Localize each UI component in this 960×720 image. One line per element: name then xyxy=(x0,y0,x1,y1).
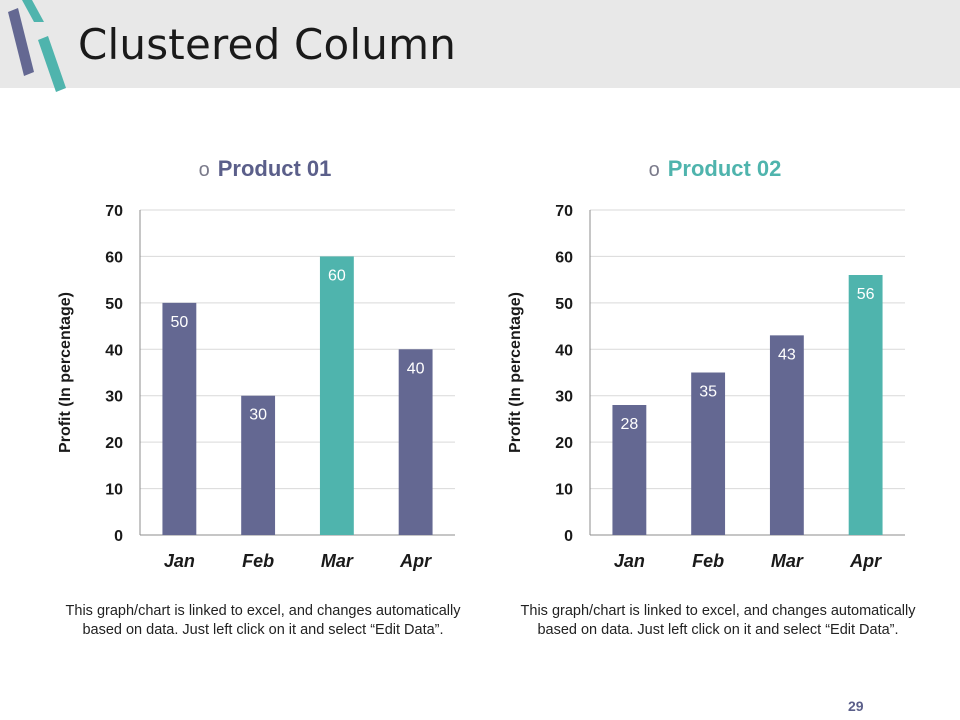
data-label: 43 xyxy=(778,346,796,363)
x-tick-label: Feb xyxy=(692,551,724,571)
x-tick-label: Apr xyxy=(399,551,432,571)
chart-caption: This graph/chart is linked to excel, and… xyxy=(520,603,916,638)
decorative-slashes-icon xyxy=(8,0,66,92)
y-tick-label: 20 xyxy=(555,435,573,452)
x-tick-label: Mar xyxy=(771,551,804,571)
y-tick-label: 50 xyxy=(105,296,123,313)
bar xyxy=(398,349,433,535)
y-tick-label: 0 xyxy=(564,528,573,545)
bar xyxy=(162,302,197,535)
bar xyxy=(691,372,726,535)
x-tick-label: Feb xyxy=(242,551,274,571)
y-tick-label: 40 xyxy=(105,342,123,359)
data-label: 56 xyxy=(857,286,875,303)
x-tick-label: Jan xyxy=(614,551,645,571)
y-tick-label: 30 xyxy=(105,389,123,406)
data-label: 40 xyxy=(407,360,425,377)
bullet-icon: o xyxy=(648,159,660,181)
chart-title: o Product 02 xyxy=(490,156,940,182)
bar xyxy=(848,275,883,535)
y-axis-title: Profit (In percentage) xyxy=(507,292,524,453)
chart-product-02[interactable]: o Product 02 0 10 20 30 40 50 60 70 Profit (In pe… xyxy=(490,150,940,580)
bar-chart-svg[interactable]: 0 10 20 30 40 50 60 70 Profit (In percentage) 28 J… xyxy=(490,190,930,580)
chart-title: o Product 01 xyxy=(40,156,490,182)
page-title: Clustered Column xyxy=(78,20,457,69)
bullet-icon: o xyxy=(198,159,210,181)
bar xyxy=(319,256,354,535)
x-tick-label: Apr xyxy=(849,551,882,571)
data-label: 60 xyxy=(328,267,346,284)
y-tick-label: 20 xyxy=(105,435,123,452)
x-tick-label: Jan xyxy=(164,551,195,571)
bar xyxy=(769,335,804,535)
data-label: 28 xyxy=(620,416,638,433)
y-tick-label: 40 xyxy=(555,342,573,359)
y-tick-label: 30 xyxy=(555,389,573,406)
y-tick-label: 70 xyxy=(555,203,573,220)
x-tick-label: Mar xyxy=(321,551,354,571)
data-label: 35 xyxy=(699,384,717,401)
y-tick-label: 70 xyxy=(105,203,123,220)
chart-product-01[interactable]: o Product 01 0 10 20 30 40 50 60 70 Profit (In pe… xyxy=(40,150,490,580)
header-band xyxy=(0,0,960,88)
data-label: 30 xyxy=(249,407,267,424)
y-tick-label: 60 xyxy=(555,249,573,266)
y-tick-label: 10 xyxy=(555,482,573,499)
page-number: 29 xyxy=(848,698,864,714)
bar-chart-svg[interactable]: 0 10 20 30 40 50 60 70 Profit (In percentage) 50 J… xyxy=(40,190,480,580)
chart-title-text: Product 01 xyxy=(217,156,332,181)
y-tick-label: 60 xyxy=(105,249,123,266)
chart-caption: This graph/chart is linked to excel, and… xyxy=(65,603,461,638)
data-label: 50 xyxy=(170,314,188,331)
chart-title-text: Product 02 xyxy=(667,156,782,181)
y-tick-label: 0 xyxy=(114,528,123,545)
y-axis-title: Profit (In percentage) xyxy=(57,292,74,453)
bar xyxy=(612,405,647,535)
bar xyxy=(241,395,276,535)
y-tick-label: 50 xyxy=(555,296,573,313)
y-tick-label: 10 xyxy=(105,482,123,499)
